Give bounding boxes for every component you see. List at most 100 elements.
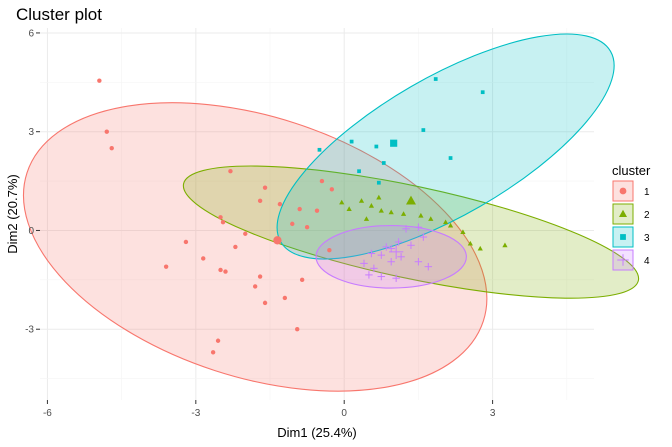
cluster-2-point (418, 212, 424, 218)
cluster-1-point (220, 220, 226, 225)
legend-label-2: 2 (644, 210, 650, 221)
cluster-1-point (218, 215, 223, 220)
cluster-points (97, 77, 508, 355)
legend-title: cluster (612, 163, 651, 178)
cluster-1-point (252, 284, 258, 289)
cluster-1-point (282, 295, 288, 301)
cluster-4-center (389, 244, 404, 259)
x-axis-title: Dim1 (25.4%) (277, 425, 356, 440)
cluster-4-point (370, 264, 378, 273)
cluster-2-point (376, 194, 382, 200)
cluster-3-point (374, 144, 379, 149)
cluster-1-point (319, 178, 325, 184)
cluster-1-point (223, 269, 228, 274)
cluster-1-point (183, 239, 189, 245)
cluster-2-point (388, 209, 394, 215)
cluster-2-point (447, 222, 454, 228)
cluster-1-point (243, 231, 248, 236)
legend-symbol-3 (620, 234, 626, 240)
cluster-2-point (442, 219, 449, 225)
cluster-4-point (394, 238, 403, 246)
legend-label-3: 3 (644, 233, 650, 244)
legend-label-1: 1 (644, 187, 650, 198)
cluster-4-point (367, 249, 376, 258)
cluster-1-point (201, 256, 206, 261)
x-tick-label: -3 (191, 408, 200, 419)
cluster-2-point (358, 198, 365, 203)
cluster-1-point (257, 274, 263, 279)
cluster-4-point (414, 223, 423, 231)
cluster-4-point (382, 243, 390, 251)
legend: cluster 1 2 3 4 (612, 163, 651, 271)
cluster-2-point (428, 216, 434, 221)
cluster-4-point (414, 257, 423, 266)
cluster-2-point (339, 199, 345, 205)
cluster-4-point (402, 225, 410, 233)
cluster-1-point (329, 187, 335, 192)
x-tick-label: 0 (341, 408, 347, 419)
cluster-3-point (421, 128, 426, 132)
cluster-4-point (360, 259, 368, 268)
cluster-2-center (405, 195, 416, 205)
cluster-1-point (163, 264, 169, 269)
cluster-2-ellipse (182, 165, 640, 299)
y-tick-label: 0 (28, 226, 34, 237)
cluster-3-point (349, 139, 354, 144)
cluster-1-point (257, 198, 263, 204)
cluster-2-point (467, 240, 473, 246)
cluster-3-point (357, 169, 361, 174)
grid-lines (40, 28, 594, 400)
cluster-1-point (104, 129, 109, 134)
cluster-2-point (363, 216, 370, 221)
x-tick-label: -6 (43, 408, 52, 419)
cluster-1-point (109, 145, 114, 151)
legend-symbol-2 (618, 209, 628, 217)
cluster-4-point (387, 257, 395, 266)
cluster-1-center (273, 236, 282, 245)
cluster-1-point (233, 244, 238, 250)
cluster-3-center (390, 139, 398, 147)
cluster-3-point (480, 90, 485, 95)
cluster-1-point (97, 78, 102, 83)
cluster-2-point (502, 242, 508, 248)
cluster-4-point (424, 262, 433, 271)
cluster-4-point (392, 274, 400, 282)
cluster-2-point (368, 203, 375, 208)
legend-item-1: 1 (612, 180, 650, 202)
cluster-1-point (290, 221, 295, 227)
cluster-1-point (327, 248, 332, 253)
y-tick-label: 3 (28, 127, 34, 138)
cluster-1-point (210, 350, 216, 355)
cluster-1-point (314, 208, 320, 213)
cluster-1-point (277, 201, 283, 207)
x-tick-label: 3 (490, 408, 496, 419)
cluster-2-point (400, 211, 407, 216)
cluster-4-point (419, 233, 428, 241)
legend-item-3: 3 (612, 226, 650, 248)
cluster-3-point (381, 161, 386, 165)
cluster-4-point (377, 272, 386, 281)
legend-symbol-4 (617, 254, 629, 266)
cluster-4-point (407, 241, 415, 250)
cluster-4-ellipse (315, 224, 467, 289)
legend-symbol-1 (619, 187, 627, 195)
y-tick-label: -3 (25, 325, 34, 336)
y-tick-label: 6 (28, 28, 34, 39)
cluster-1-point (218, 267, 223, 273)
cluster-3-point (376, 180, 381, 185)
axis-ticks: -6 -3 0 3 -3 0 3 6 (25, 28, 496, 419)
cluster-1-point (228, 169, 233, 174)
cluster-2-point (346, 206, 352, 211)
legend-item-4: 4 (612, 249, 650, 271)
cluster-1-point (299, 277, 305, 283)
cluster-2-point (477, 245, 483, 251)
cluster-4-point (387, 244, 395, 253)
cluster-1-point (297, 206, 302, 212)
cluster-4-point (377, 251, 386, 259)
legend-item-2: 2 (612, 203, 650, 225)
plot-panel (40, 28, 594, 400)
cluster-1-point (295, 327, 300, 332)
cluster-2-point (460, 229, 466, 235)
cluster-3-point (317, 147, 322, 152)
cluster-2-point (378, 207, 384, 213)
